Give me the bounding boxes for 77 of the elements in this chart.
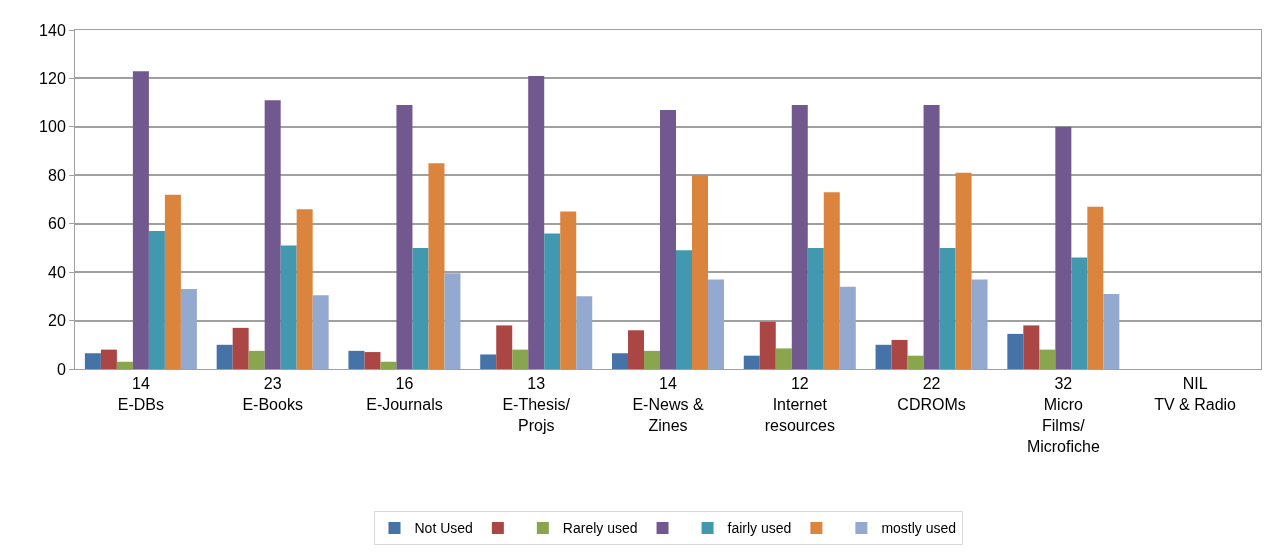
bar — [1071, 257, 1088, 369]
bar — [1055, 126, 1072, 369]
bar — [955, 172, 972, 369]
y-tick-label: 80 — [48, 166, 66, 184]
bar — [660, 109, 676, 369]
bar — [775, 348, 792, 369]
bar — [180, 289, 197, 369]
bar — [807, 247, 824, 369]
x-tick-label: 13 E-Thesis/ Projs — [502, 375, 571, 434]
bar — [428, 163, 445, 369]
bar — [148, 230, 165, 369]
bar — [907, 355, 924, 369]
bar — [396, 105, 413, 369]
bar — [708, 279, 725, 369]
bar — [444, 273, 461, 369]
bar — [480, 354, 497, 369]
bar — [1039, 349, 1056, 369]
bar — [823, 192, 840, 369]
bar — [1103, 293, 1120, 369]
bar — [380, 361, 397, 369]
bar — [875, 344, 892, 369]
bar — [759, 321, 776, 369]
bar — [412, 247, 429, 369]
legend-label: mostly used — [881, 520, 957, 537]
bar — [576, 296, 593, 369]
legend-label: Not Used — [414, 520, 473, 537]
bar — [1087, 206, 1104, 369]
y-tick-label: 100 — [39, 118, 66, 136]
bar — [791, 105, 808, 369]
bar — [264, 100, 281, 369]
bar — [743, 355, 760, 369]
bar — [839, 286, 856, 369]
x-tick-label: 23 E-Books — [242, 375, 303, 413]
y-tick-label: 140 — [39, 21, 66, 39]
x-tick-label: 14 E-DBs — [117, 375, 165, 413]
bar — [296, 209, 313, 369]
bar — [923, 105, 940, 369]
legend-label: Rarely used — [562, 520, 638, 537]
bar — [100, 349, 117, 369]
bar — [312, 295, 329, 369]
bar — [232, 327, 249, 369]
bar — [216, 344, 233, 369]
x-tick-label: 22 CDROMs — [897, 375, 966, 413]
x-tick-label: 12 Internet resources — [764, 375, 835, 434]
bar — [248, 350, 265, 369]
y-tick-label: 120 — [39, 70, 66, 88]
bar — [611, 353, 628, 369]
bar — [1023, 325, 1040, 369]
bar — [84, 353, 101, 369]
y-tick-label: 40 — [48, 263, 66, 281]
x-tick-label: 16 E-Journals — [366, 375, 443, 413]
x-tick-label: NIL TV & Radio — [1154, 375, 1237, 413]
x-tick-label: 32 Micro Films/ Microfiche — [1026, 375, 1100, 455]
y-tick-label: 20 — [48, 312, 66, 330]
x-tick-label: 14 E-News & Zines — [632, 375, 704, 434]
bar — [164, 194, 181, 369]
bar — [628, 330, 644, 369]
bar — [644, 350, 660, 369]
bar — [544, 233, 561, 369]
bar — [1007, 333, 1024, 369]
bar — [348, 350, 365, 369]
y-tick-label: 60 — [48, 215, 66, 233]
bar — [116, 361, 133, 369]
bar — [676, 250, 692, 369]
legend-label: fairly used — [727, 520, 792, 537]
bar — [692, 175, 708, 369]
bar — [528, 76, 545, 369]
bar — [132, 71, 149, 369]
bar — [364, 352, 381, 369]
bar — [496, 325, 513, 369]
bar — [971, 279, 988, 369]
bar — [280, 245, 297, 369]
bar — [512, 349, 529, 369]
bar — [891, 339, 908, 369]
bar — [560, 211, 577, 369]
bar — [939, 247, 956, 369]
y-tick-label: 0 — [56, 360, 66, 378]
